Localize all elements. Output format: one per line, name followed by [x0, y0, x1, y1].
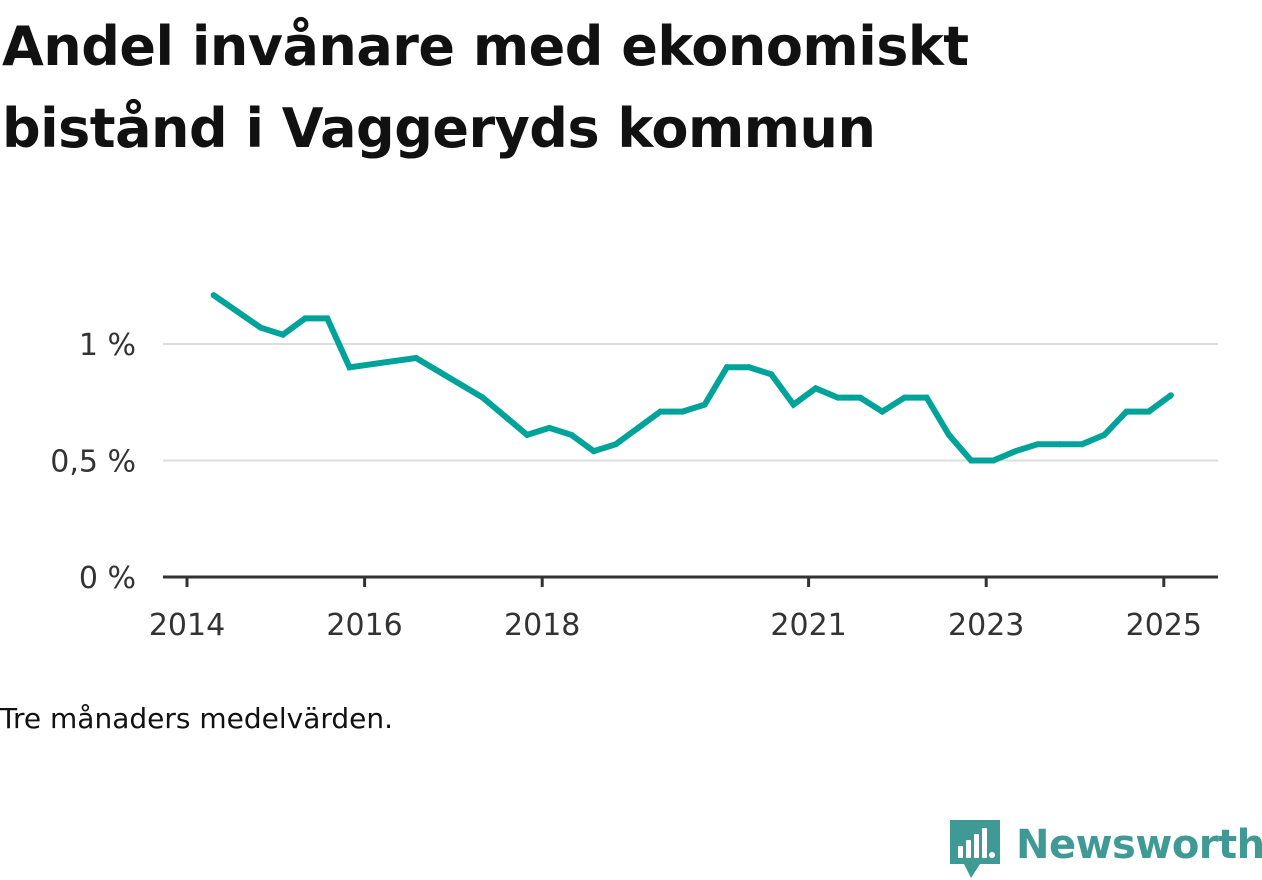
data-point [302, 315, 309, 322]
data-point [679, 408, 686, 415]
data-point [834, 394, 841, 401]
x-tick-label: 2014 [149, 608, 225, 643]
data-point [1145, 408, 1152, 415]
x-tick-label: 2023 [948, 608, 1024, 643]
x-axis-labels: 2014 2016 2018 2021 2023 2025 [149, 608, 1202, 643]
data-point [210, 292, 217, 299]
data-point [1123, 408, 1130, 415]
data-point [968, 457, 975, 464]
data-point [879, 408, 886, 415]
data-point [746, 364, 753, 371]
data-point [901, 394, 908, 401]
bar-chart-speech-bubble-icon [950, 820, 1000, 878]
data-point [546, 424, 553, 431]
brand-name: Newsworthy [1016, 822, 1262, 868]
data-point [635, 424, 642, 431]
x-tick-label: 2018 [504, 608, 580, 643]
data-point [1034, 441, 1041, 448]
x-tick-label: 2025 [1126, 608, 1202, 643]
data-point [857, 394, 864, 401]
data-point [257, 324, 264, 331]
data-point [413, 355, 420, 361]
y-tick-label: 0 % [79, 561, 136, 596]
series-layer [210, 292, 1174, 464]
series-line-0 [211, 292, 1173, 464]
data-point [923, 394, 930, 401]
newsworthy-logo: Newsworthy [950, 818, 1262, 880]
x-axis [163, 575, 1218, 587]
x-tick-label: 2021 [770, 608, 846, 643]
data-point [945, 431, 952, 438]
y-tick-label: 0,5 % [50, 445, 136, 480]
data-point [346, 364, 353, 371]
y-tick-label: 1 % [79, 328, 136, 363]
data-point [479, 394, 486, 401]
data-point [701, 401, 708, 408]
data-point [657, 408, 664, 415]
data-point [1012, 448, 1019, 455]
data-point [1079, 441, 1086, 448]
data-point [612, 441, 619, 448]
chart-note: Tre månaders medelvärden. [0, 702, 394, 735]
data-point [768, 371, 775, 378]
data-point [723, 364, 730, 371]
data-point [324, 315, 331, 322]
data-point [990, 457, 997, 464]
y-axis-labels: 0 % 0,5 % 1 % [50, 328, 136, 596]
x-tick-label: 2016 [326, 608, 402, 643]
data-point [1167, 392, 1174, 399]
data-point [1056, 441, 1063, 448]
data-point [590, 448, 597, 455]
data-point [279, 331, 286, 338]
data-point [524, 431, 531, 438]
data-point [1101, 431, 1108, 438]
data-point [568, 431, 575, 438]
chart-title: Andel invånare med ekonomiskt bistånd i … [2, 15, 969, 160]
data-point [790, 401, 797, 408]
data-point [812, 385, 819, 392]
